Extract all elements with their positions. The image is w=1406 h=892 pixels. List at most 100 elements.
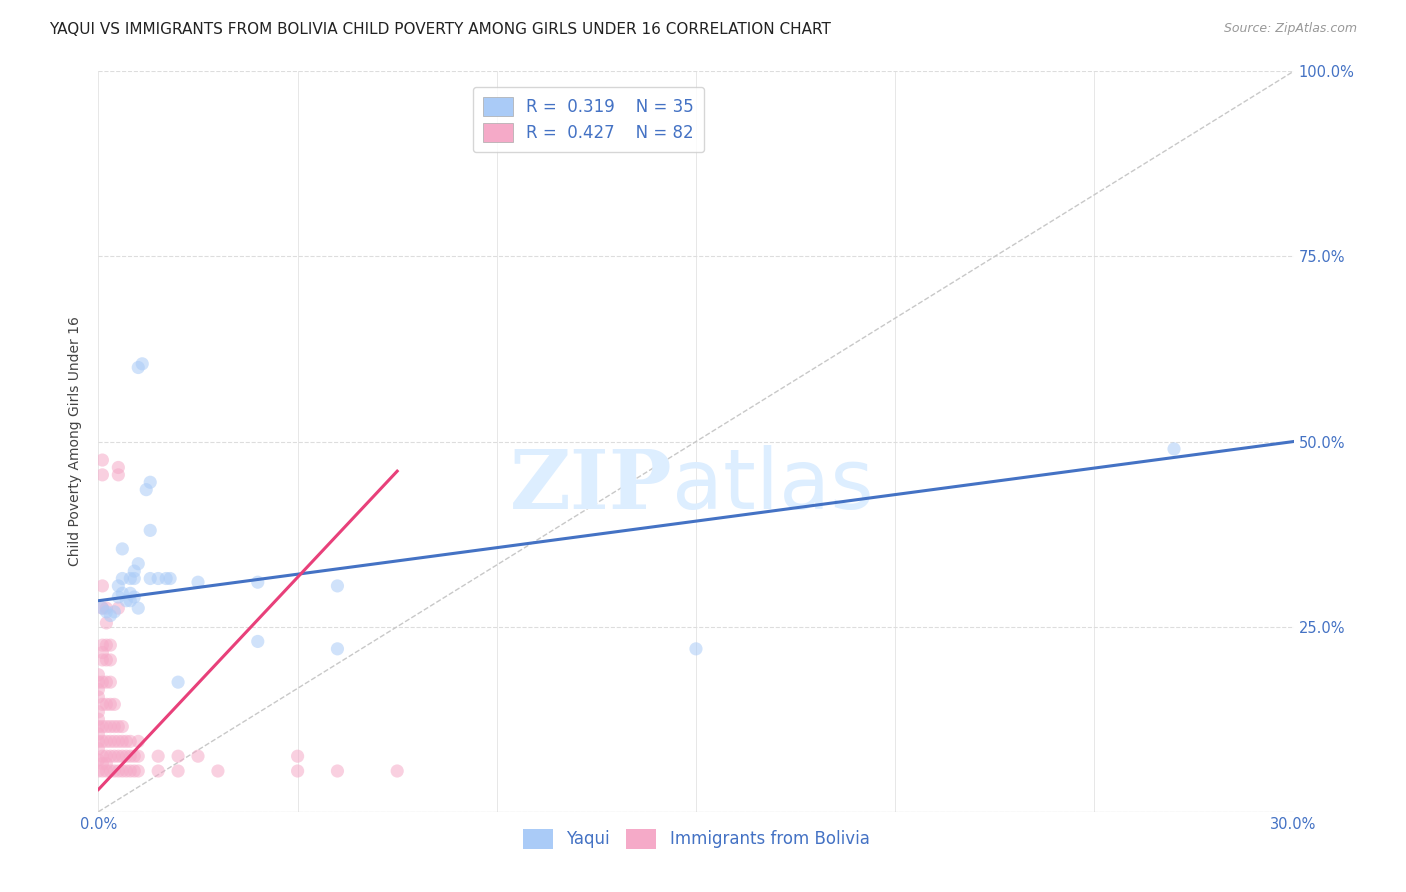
Point — [685, 641, 707, 656]
Point — [115, 764, 138, 778]
Point — [127, 749, 149, 764]
Point — [107, 764, 129, 778]
Point — [107, 749, 129, 764]
Point — [1163, 442, 1185, 456]
Point — [159, 572, 181, 586]
Point — [120, 734, 142, 748]
Point — [139, 572, 162, 586]
Point — [96, 749, 118, 764]
Point — [96, 698, 118, 712]
Point — [87, 690, 110, 704]
Point — [96, 734, 118, 748]
Y-axis label: Child Poverty Among Girls Under 16: Child Poverty Among Girls Under 16 — [69, 317, 83, 566]
Point — [96, 601, 118, 615]
Point — [124, 764, 146, 778]
Point — [107, 734, 129, 748]
Point — [187, 575, 209, 590]
Point — [120, 572, 142, 586]
Point — [111, 572, 134, 586]
Point — [103, 764, 125, 778]
Point — [91, 601, 114, 615]
Point — [91, 467, 114, 482]
Point — [127, 601, 149, 615]
Point — [103, 734, 125, 748]
Point — [96, 756, 118, 771]
Point — [124, 564, 146, 578]
Point — [155, 572, 177, 586]
Point — [246, 634, 269, 648]
Point — [124, 749, 146, 764]
Text: Source: ZipAtlas.com: Source: ZipAtlas.com — [1223, 22, 1357, 36]
Point — [98, 720, 122, 734]
Point — [124, 590, 146, 604]
Point — [111, 734, 134, 748]
Point — [96, 764, 118, 778]
Point — [91, 653, 114, 667]
Point — [107, 720, 129, 734]
Point — [120, 593, 142, 607]
Point — [98, 638, 122, 652]
Point — [326, 579, 349, 593]
Point — [120, 749, 142, 764]
Point — [87, 675, 110, 690]
Point — [91, 698, 114, 712]
Point — [111, 764, 134, 778]
Point — [124, 572, 146, 586]
Point — [91, 601, 114, 615]
Point — [98, 675, 122, 690]
Point — [96, 638, 118, 652]
Point — [135, 483, 157, 497]
Point — [148, 764, 170, 778]
Legend: Yaqui, Immigrants from Bolivia: Yaqui, Immigrants from Bolivia — [516, 822, 876, 855]
Point — [103, 720, 125, 734]
Point — [111, 720, 134, 734]
Point — [87, 705, 110, 719]
Point — [91, 720, 114, 734]
Point — [107, 460, 129, 475]
Point — [96, 675, 118, 690]
Point — [127, 734, 149, 748]
Point — [326, 764, 349, 778]
Point — [103, 698, 125, 712]
Point — [87, 727, 110, 741]
Point — [96, 653, 118, 667]
Point — [120, 764, 142, 778]
Point — [98, 653, 122, 667]
Point — [91, 638, 114, 652]
Point — [107, 467, 129, 482]
Point — [91, 579, 114, 593]
Point — [98, 608, 122, 623]
Point — [187, 749, 209, 764]
Point — [87, 667, 110, 681]
Point — [91, 646, 114, 660]
Point — [91, 756, 114, 771]
Point — [167, 764, 190, 778]
Point — [127, 557, 149, 571]
Text: YAQUI VS IMMIGRANTS FROM BOLIVIA CHILD POVERTY AMONG GIRLS UNDER 16 CORRELATION : YAQUI VS IMMIGRANTS FROM BOLIVIA CHILD P… — [49, 22, 831, 37]
Point — [115, 593, 138, 607]
Point — [131, 357, 153, 371]
Point — [139, 475, 162, 490]
Point — [139, 524, 162, 538]
Point — [103, 605, 125, 619]
Point — [115, 734, 138, 748]
Point — [98, 734, 122, 748]
Text: ZIP: ZIP — [509, 446, 672, 526]
Point — [96, 615, 118, 630]
Point — [98, 764, 122, 778]
Point — [91, 749, 114, 764]
Point — [96, 605, 118, 619]
Point — [148, 749, 170, 764]
Point — [385, 764, 409, 778]
Text: atlas: atlas — [672, 445, 873, 526]
Point — [111, 586, 134, 600]
Point — [87, 720, 110, 734]
Point — [107, 601, 129, 615]
Point — [111, 541, 134, 556]
Point — [87, 734, 110, 748]
Point — [98, 698, 122, 712]
Point — [103, 749, 125, 764]
Point — [148, 572, 170, 586]
Point — [107, 590, 129, 604]
Point — [91, 675, 114, 690]
